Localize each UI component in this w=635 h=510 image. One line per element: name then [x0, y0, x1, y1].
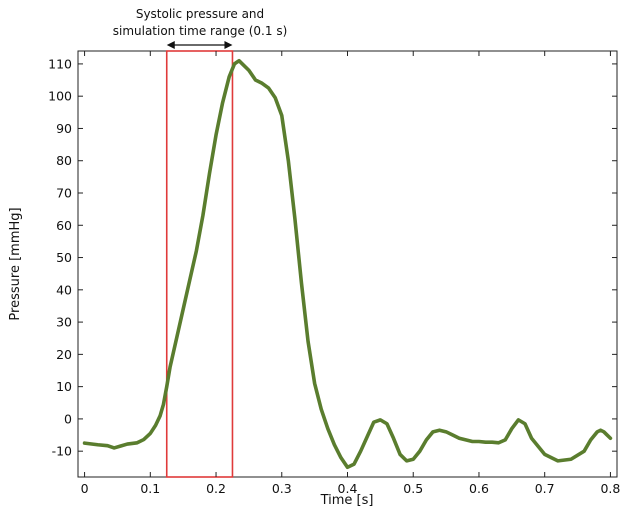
x-tick-label: 0.6: [469, 481, 489, 496]
highlight-layer: [165, 50, 234, 478]
x-tick-label: 0.5: [403, 481, 423, 496]
y-axis-title: Pressure [mmHg]: [8, 207, 23, 320]
y-tick-label: 90: [56, 121, 72, 136]
x-axis-title: Time [s]: [320, 493, 374, 508]
y-tick-label: -10: [52, 444, 72, 459]
y-tick-label: 100: [48, 89, 72, 104]
systolic-range-box: [165, 50, 234, 478]
y-tick-label: 40: [56, 282, 72, 297]
x-tick-label: 0.3: [272, 481, 292, 496]
y-tick-label: 50: [56, 250, 72, 265]
y-tick-label: 70: [56, 186, 72, 201]
x-tick-label: 0.7: [535, 481, 555, 496]
x-tick-label: 0: [81, 481, 89, 496]
y-tick-label: 10: [56, 379, 72, 394]
annotation: Systolic pressure and simulation time ra…: [113, 7, 288, 49]
x-tick-label: 0.4: [338, 481, 358, 496]
y-axis-ticks: -10 0 10 20 30 40 50 60 70 80 90 100 110: [48, 56, 617, 459]
x-tick-label: 0.1: [140, 481, 160, 496]
annotation-text-line1: Systolic pressure and: [136, 7, 264, 21]
series-layer: [82, 58, 613, 470]
y-tick-label: 80: [56, 153, 72, 168]
pressure-series-line: [82, 58, 613, 470]
x-tick-label: 0.8: [600, 481, 620, 496]
y-tick-label: 20: [56, 347, 72, 362]
annotation-text-line2: simulation time range (0.1 s): [113, 24, 288, 38]
y-tick-label: 110: [48, 56, 72, 71]
plot-area: [77, 50, 618, 478]
y-tick-label: 0: [64, 411, 72, 426]
annotation-arrowhead-left: [166, 41, 175, 49]
plot-border: [77, 50, 618, 478]
y-tick-label: 30: [56, 315, 72, 330]
annotation-arrowhead-right: [224, 41, 233, 49]
x-tick-label: 0.2: [206, 481, 226, 496]
y-tick-label: 60: [56, 218, 72, 233]
x-axis-ticks: 0 0.1 0.2 0.3 0.4 0.5 0.6 0.7 0.8: [81, 51, 620, 496]
